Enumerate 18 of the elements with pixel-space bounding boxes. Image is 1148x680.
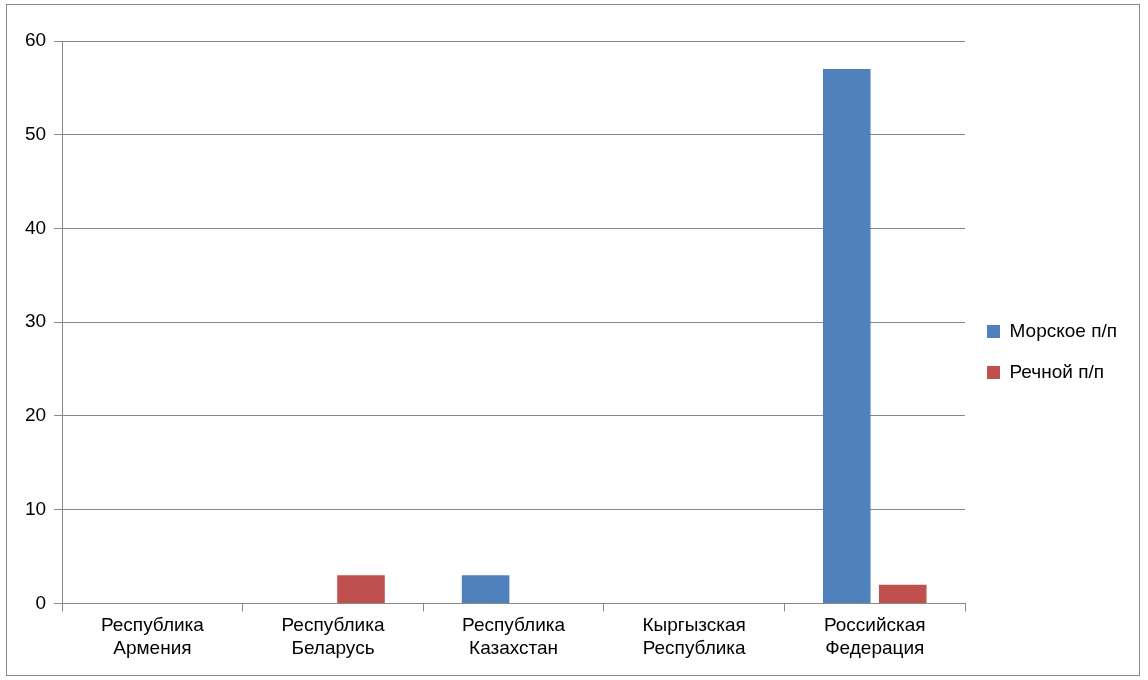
x-tick-label: Республика Казахстан bbox=[462, 614, 566, 658]
y-tick-label: 0 bbox=[35, 591, 47, 613]
y-tick-label: 20 bbox=[24, 404, 47, 426]
y-tick-label: 60 bbox=[24, 29, 47, 51]
x-tick-label: Республика Армения bbox=[100, 614, 205, 658]
legend-label: Морское п/п bbox=[1009, 319, 1117, 341]
y-tick-label: 10 bbox=[24, 497, 47, 519]
bar bbox=[822, 69, 871, 603]
legend-label: Речной п/п bbox=[1009, 360, 1105, 382]
x-tick-label: Республика Беларусь bbox=[281, 614, 385, 658]
x-tick-label: Российская Федерация bbox=[823, 614, 926, 658]
bar bbox=[337, 575, 385, 603]
bar bbox=[461, 575, 510, 603]
y-tick-label: 40 bbox=[24, 216, 47, 238]
y-tick-label: 50 bbox=[24, 122, 47, 144]
y-tick-label: 30 bbox=[24, 310, 47, 332]
bar bbox=[878, 584, 927, 603]
x-tick-label: Кыргызская Республика bbox=[642, 614, 747, 658]
